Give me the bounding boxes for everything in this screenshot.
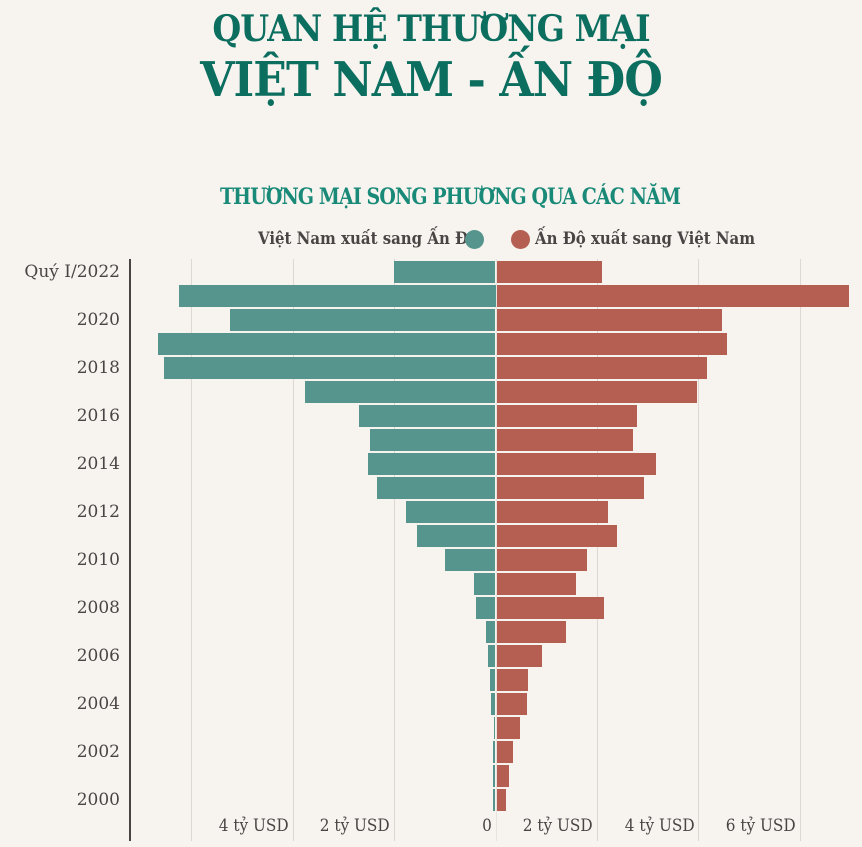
x-axis-tick-label: 0 — [481, 816, 492, 836]
bar-in-export — [496, 333, 727, 355]
bar-vn-export — [475, 597, 496, 619]
bar-in-export — [496, 693, 527, 715]
bar-in-export — [496, 621, 567, 643]
bar-vn-export — [304, 381, 496, 403]
bar-in-export — [496, 261, 603, 283]
y-axis-label: 2002 — [76, 742, 120, 762]
bar-in-export — [496, 429, 633, 451]
bar-vn-export — [445, 549, 496, 571]
legend-dot-in-export-icon — [511, 230, 530, 249]
bar-vn-export — [178, 285, 496, 307]
bar-in-export — [496, 789, 507, 811]
bar-vn-export — [394, 261, 496, 283]
bar-in-export — [496, 477, 645, 499]
y-axis-label: 2016 — [76, 406, 120, 426]
bar-vn-export — [485, 621, 496, 643]
y-axis-label: Quý I/2022 — [24, 262, 120, 282]
bar-in-export — [496, 309, 723, 331]
bar-in-export — [496, 357, 708, 379]
legend-dot-vn-export-icon — [465, 230, 484, 249]
bar-vn-export — [490, 693, 496, 715]
x-axis-tick-label: 6 tỷ USD — [725, 816, 796, 836]
y-axis-label: 2006 — [76, 646, 120, 666]
y-axis-label: 2000 — [76, 790, 120, 810]
bar-in-export — [496, 645, 542, 667]
gridline — [191, 259, 193, 841]
bar-vn-export — [164, 357, 496, 379]
bar-in-export — [496, 549, 587, 571]
bar-vn-export — [405, 501, 496, 523]
legend-label-vn-export: Việt Nam xuất sang Ấn Độ — [257, 229, 478, 249]
y-axis-label: 2004 — [76, 694, 120, 714]
x-axis-tick-label: 4 tỷ USD — [218, 816, 289, 836]
gridline — [292, 259, 294, 841]
bar-vn-export — [359, 405, 496, 427]
x-axis-tick-label: 2 tỷ USD — [523, 816, 593, 836]
x-axis-tick-label: 4 tỷ USD — [624, 816, 695, 836]
bar-in-export — [496, 741, 514, 763]
bar-in-export — [496, 597, 604, 619]
y-axis-label: 2020 — [76, 310, 120, 330]
chart-title: THƯƠNG MẠI SONG PHƯƠNG QUA CÁC NĂM — [219, 184, 681, 210]
bar-in-export — [496, 573, 576, 595]
legend: Việt Nam xuất sang Ấn Độ Ấn Độ xuất sang… — [0, 227, 862, 253]
bar-vn-export — [416, 525, 496, 547]
bar-in-export — [496, 501, 608, 523]
gridline — [394, 259, 396, 841]
zero-line — [495, 259, 497, 841]
y-axis-label: 2018 — [76, 358, 120, 378]
bar-in-export — [496, 669, 528, 691]
bar-vn-export — [368, 453, 496, 475]
gridline — [799, 259, 801, 841]
bar-vn-export — [230, 309, 496, 331]
gridline — [596, 259, 598, 841]
bar-vn-export — [493, 717, 496, 739]
y-axis-label: 2012 — [76, 502, 120, 522]
bar-in-export — [496, 717, 521, 739]
bar-vn-export — [487, 645, 496, 667]
bar-in-export — [496, 285, 850, 307]
bar-in-export — [496, 381, 698, 403]
gridline — [698, 259, 700, 841]
y-axis-label: 2014 — [76, 454, 120, 474]
bar-vn-export — [376, 477, 496, 499]
bar-vn-export — [157, 333, 496, 355]
page-title-line1: QUAN HỆ THƯƠNG MẠI — [212, 8, 650, 50]
x-axis-tick-label: 2 tỷ USD — [320, 816, 391, 836]
y-axis-label: 2008 — [76, 598, 120, 618]
bar-vn-export — [490, 669, 496, 691]
y-axis-line — [129, 259, 131, 841]
bar-in-export — [496, 765, 509, 787]
page-title-line2: VIỆT NAM - ẤN ĐỘ — [200, 52, 663, 108]
bar-vn-export — [473, 573, 496, 595]
bar-in-export — [496, 405, 638, 427]
y-axis-label: 2010 — [76, 550, 120, 570]
bar-vn-export — [492, 765, 496, 787]
legend-label-in-export: Ấn Độ xuất sang Việt Nam — [535, 229, 756, 249]
bar-vn-export — [492, 789, 496, 811]
bar-in-export — [496, 525, 618, 547]
bar-vn-export — [492, 741, 496, 763]
bar-in-export — [496, 453, 657, 475]
bar-vn-export — [370, 429, 496, 451]
